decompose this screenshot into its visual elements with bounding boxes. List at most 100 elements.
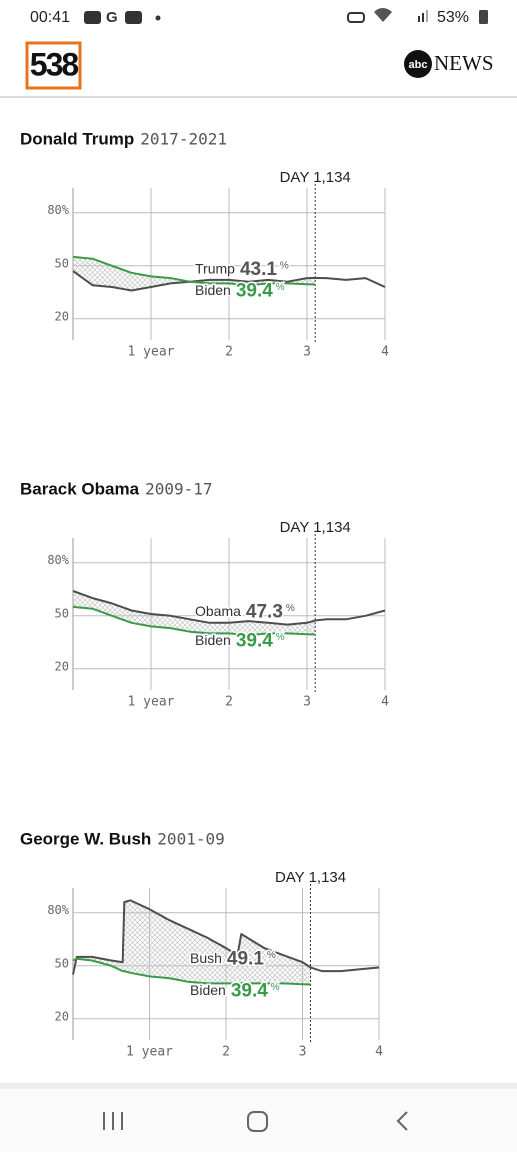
status-icon [426, 10, 428, 22]
gap-hatch [170, 615, 190, 632]
nav-bar [0, 1083, 517, 1152]
status-battery: 53% [437, 9, 469, 26]
annotation-text: DAY 1,134 [275, 869, 346, 886]
gap-hatch [112, 603, 132, 623]
nav-home[interactable] [247, 1111, 268, 1132]
gap-hatch [264, 948, 284, 984]
value-unit: % [276, 282, 285, 293]
gap-hatch [124, 900, 131, 973]
chart-subtitle: 2001-09 [157, 830, 224, 849]
gap-hatch [209, 622, 229, 634]
value-unit: % [286, 603, 295, 614]
value-label: 39.4 [236, 631, 273, 652]
logo-text: 538 [30, 46, 79, 82]
site-header: 538 abc NEWS [0, 41, 517, 98]
gap-hatch [131, 610, 151, 627]
x-tick-label: 4 [381, 345, 389, 360]
series-label: Trump [195, 261, 235, 277]
x-tick-label: 2 [225, 695, 233, 710]
value-unit: % [267, 950, 276, 961]
x-tick-label: 2 [222, 1045, 230, 1060]
value-label: 47.3 [246, 602, 283, 623]
x-tick-label: 1 year [128, 695, 175, 710]
series-label: Biden [190, 982, 226, 998]
gap-hatch [302, 962, 311, 985]
gap-hatch [73, 591, 93, 609]
status-icon [84, 11, 101, 24]
gap-hatch [92, 258, 112, 287]
gap-hatch [111, 960, 123, 972]
gap-hatch [226, 948, 238, 984]
x-tick-label: 1 year [126, 1045, 173, 1060]
x-tick-label: 1 year [128, 345, 175, 360]
x-tick-label: 2 [225, 345, 233, 360]
chart-subtitle: 2009-17 [145, 480, 212, 499]
gap-hatch [168, 919, 188, 982]
gap-hatch [151, 614, 171, 629]
y-tick-label: 50 [55, 606, 69, 620]
series-label: Bush [190, 950, 222, 966]
nav-background [0, 1089, 517, 1152]
status-icon [155, 15, 161, 21]
y-tick-label: 80% [47, 903, 69, 917]
gap-hatch [73, 256, 93, 286]
nav-shadow [0, 1083, 517, 1089]
gap-hatch [307, 277, 316, 285]
chart-title: Donald Trump [20, 129, 134, 148]
gap-hatch [149, 909, 169, 979]
status-icon [422, 13, 424, 22]
x-tick-label: 4 [375, 1045, 383, 1060]
y-tick-label: 50 [55, 256, 69, 270]
nav-back[interactable] [396, 1111, 408, 1131]
status-icon [125, 11, 142, 24]
nav-recent[interactable] [103, 1112, 123, 1130]
news-logo-text: NEWS [434, 51, 494, 75]
series-label: Biden [195, 632, 231, 648]
value-label: 39.4 [236, 281, 273, 302]
value-unit: % [276, 632, 285, 643]
gap-hatch [229, 621, 249, 636]
logo-538[interactable] [25, 41, 82, 90]
status-icon [347, 12, 365, 23]
value-label: 39.4 [231, 981, 268, 1002]
status-time: 00:41 [30, 9, 70, 26]
chart-title: George W. Bush [20, 829, 151, 848]
value-label: 43.1 [240, 259, 277, 280]
series-label: Obama [195, 603, 241, 619]
series-line [72, 899, 380, 975]
x-tick-label: 3 [299, 1045, 307, 1060]
gap-hatch [287, 622, 307, 635]
series-line [72, 255, 316, 287]
gap-hatch [237, 933, 242, 984]
y-tick-label: 20 [55, 659, 69, 673]
gap-hatch [248, 621, 268, 636]
status-icon [374, 8, 392, 22]
value-unit: % [280, 261, 289, 272]
gap-hatch [241, 933, 265, 984]
gap-hatch [268, 622, 288, 634]
gap-hatch [283, 955, 303, 985]
gap-hatch [131, 272, 151, 291]
y-tick-label: 20 [55, 1009, 69, 1023]
annotation-text: DAY 1,134 [280, 519, 351, 536]
gap-hatch [187, 928, 207, 984]
gap-hatch [151, 276, 171, 287]
status-icon [418, 16, 420, 22]
y-tick-label: 20 [55, 309, 69, 323]
gap-hatch [307, 620, 316, 635]
x-tick-label: 3 [303, 345, 311, 360]
y-tick-label: 80% [47, 203, 69, 217]
series-label: Biden [195, 282, 231, 298]
annotation-text: DAY 1,134 [280, 169, 351, 186]
abc-logo[interactable] [404, 50, 432, 78]
series-line [72, 590, 386, 626]
gap-hatch [130, 900, 150, 977]
gap-hatch [206, 937, 226, 984]
y-tick-label: 80% [47, 553, 69, 567]
y-tick-label: 50 [55, 956, 69, 970]
x-tick-label: 4 [381, 695, 389, 710]
series-line [72, 957, 311, 986]
series-line [72, 270, 386, 292]
